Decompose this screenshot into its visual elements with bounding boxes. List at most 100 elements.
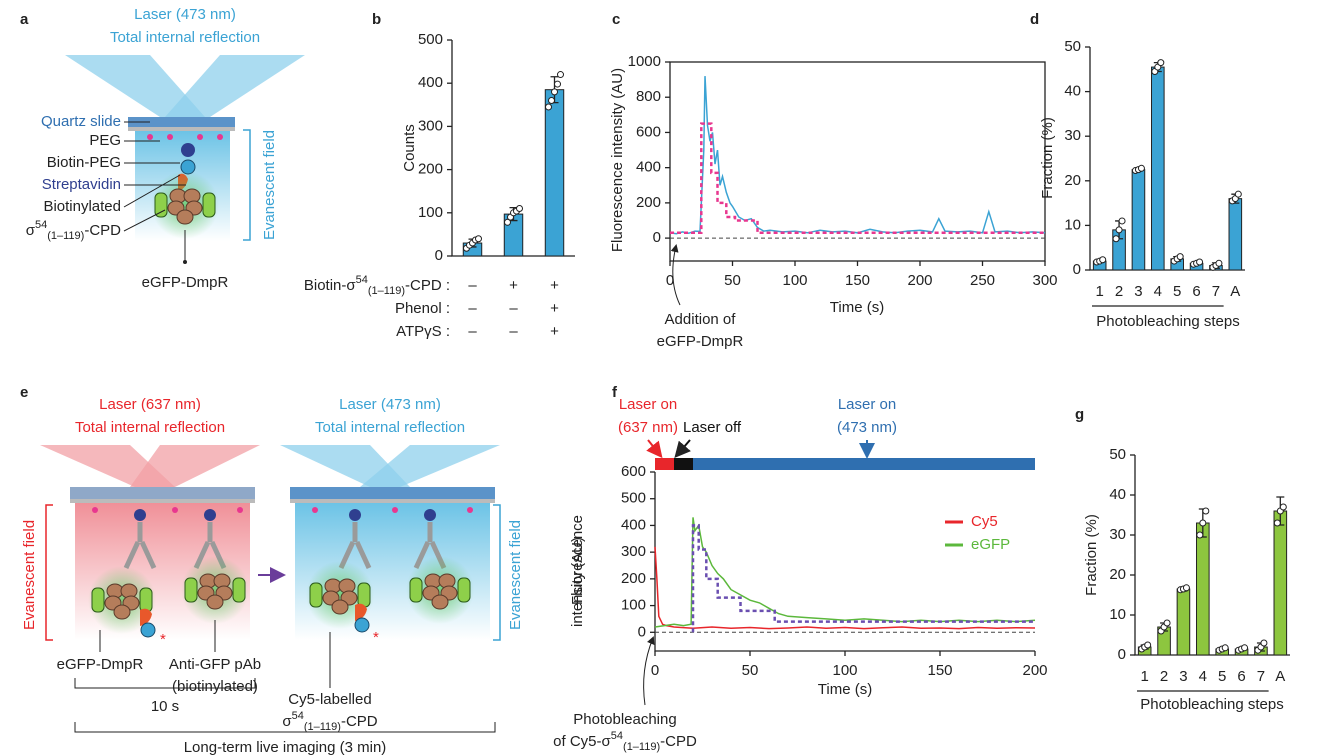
replicate-point [1202, 507, 1210, 515]
y-axis-label: Counts [401, 124, 418, 172]
series-line [670, 122, 1045, 235]
laser-label: Laser on [838, 396, 896, 413]
axes [1134, 455, 1290, 656]
cpd [355, 603, 367, 621]
condition-sign: – [509, 323, 518, 340]
annotation-arrow [670, 244, 681, 306]
y-tick-label: 0 [1073, 261, 1081, 278]
label-part: 54 [611, 730, 623, 742]
laser-label: (473 nm) [837, 419, 897, 436]
laser-beam [360, 445, 500, 487]
replicate-point [1221, 644, 1229, 652]
replicate-point [1196, 531, 1204, 539]
replicate-point [1273, 519, 1281, 527]
cy5-probe [354, 617, 370, 633]
bracket [493, 504, 501, 641]
y-tick-label: 600 [636, 123, 661, 140]
bar [1151, 66, 1165, 271]
replicate-point [1099, 256, 1107, 264]
x-tick-label: 3 [1179, 668, 1187, 685]
condition-label: Biotin-σ54(1–119)-CPD : [304, 274, 450, 297]
y-tick-label: 400 [418, 74, 443, 91]
peg-layer [128, 127, 235, 131]
replicate-point [1144, 641, 1152, 649]
panel-label: b [372, 11, 381, 28]
label: Anti-GFP pAb [169, 656, 261, 673]
label-part: 54 [292, 710, 304, 722]
x-tick-label: 5 [1173, 283, 1181, 300]
y-tick-label: 100 [621, 597, 646, 614]
y-axis-label: Fraction (%) [1083, 514, 1100, 596]
replicate-point [1182, 584, 1190, 592]
panel-label: e [20, 384, 28, 401]
y-tick-label: 200 [621, 570, 646, 587]
y-tick-label: 400 [636, 159, 661, 176]
y-tick-label: 0 [1118, 646, 1126, 663]
bar [1176, 588, 1191, 656]
y-tick-label: 400 [621, 516, 646, 533]
laser-arrow [646, 439, 663, 459]
laser-beam [165, 55, 305, 117]
condition-sign: – [509, 300, 518, 317]
replicate-point [1199, 519, 1207, 527]
x-tick-label: 6 [1192, 283, 1200, 300]
x-tick-label: 2 [1160, 668, 1168, 685]
streptavidin [134, 509, 146, 521]
protein [180, 555, 250, 625]
laser-label: (637 nm) [618, 419, 678, 436]
label: σ54(1–119)-CPD [282, 710, 377, 733]
x-axis-label: Photobleaching steps [1140, 696, 1283, 713]
x-tick-label: 3 [1134, 283, 1142, 300]
replicate-point [1196, 258, 1204, 266]
label-part: (1–119) [304, 721, 341, 733]
x-tick-label: 250 [970, 272, 995, 289]
laser-beam [130, 445, 260, 487]
y-tick-label: 50 [1064, 38, 1081, 55]
bracket [45, 504, 53, 641]
y-tick-label: 1000 [628, 53, 661, 70]
biotin-dots [92, 507, 473, 513]
y-tick-label: 0 [653, 229, 661, 246]
y-tick-label: 10 [1109, 606, 1126, 623]
label-part: -CPD [660, 733, 697, 750]
time-bracket [74, 722, 496, 733]
condition-sign: – [468, 300, 477, 317]
x-tick-label: 100 [832, 662, 857, 679]
replicate-point [1241, 644, 1249, 652]
replicate-point [475, 235, 482, 243]
series-line [669, 76, 1046, 235]
slide [290, 487, 495, 499]
replicate-point [1260, 639, 1268, 647]
panel-label: c [612, 11, 620, 28]
series-line [691, 524, 1035, 633]
x-tick-label: 4 [1154, 283, 1162, 300]
laser-arrow [674, 439, 691, 459]
replicate-point [1163, 619, 1171, 627]
quartz-slide [128, 117, 235, 127]
x-tick-label: 150 [845, 272, 870, 289]
label-part: 54 [356, 274, 368, 286]
condition-sign: + [550, 323, 559, 340]
replicate-point [1176, 253, 1184, 261]
condition-sign: + [509, 277, 518, 294]
y-tick-label: 800 [636, 88, 661, 105]
label-part: of Cy5-σ [553, 733, 611, 750]
x-tick-label: 2 [1115, 283, 1123, 300]
time-bracket [74, 678, 256, 689]
label: Biotinylated [43, 198, 121, 215]
y-tick-label: 500 [418, 31, 443, 48]
label: Laser (473 nm) [339, 396, 441, 413]
condition-sign: – [468, 277, 477, 294]
y-axis-label: Fluorescence intensity (AU) [609, 68, 626, 252]
y-tick-label: 200 [418, 161, 443, 178]
protein [150, 170, 220, 240]
x-tick-label: 50 [742, 662, 759, 679]
annotation: Addition of [665, 311, 737, 328]
panel-label: d [1030, 11, 1039, 28]
axes [654, 472, 1035, 652]
y-tick-label: 30 [1109, 526, 1126, 543]
replicate-point [1118, 217, 1126, 225]
y-tick-label: 40 [1064, 83, 1081, 100]
x-tick-label: 0 [651, 662, 659, 679]
